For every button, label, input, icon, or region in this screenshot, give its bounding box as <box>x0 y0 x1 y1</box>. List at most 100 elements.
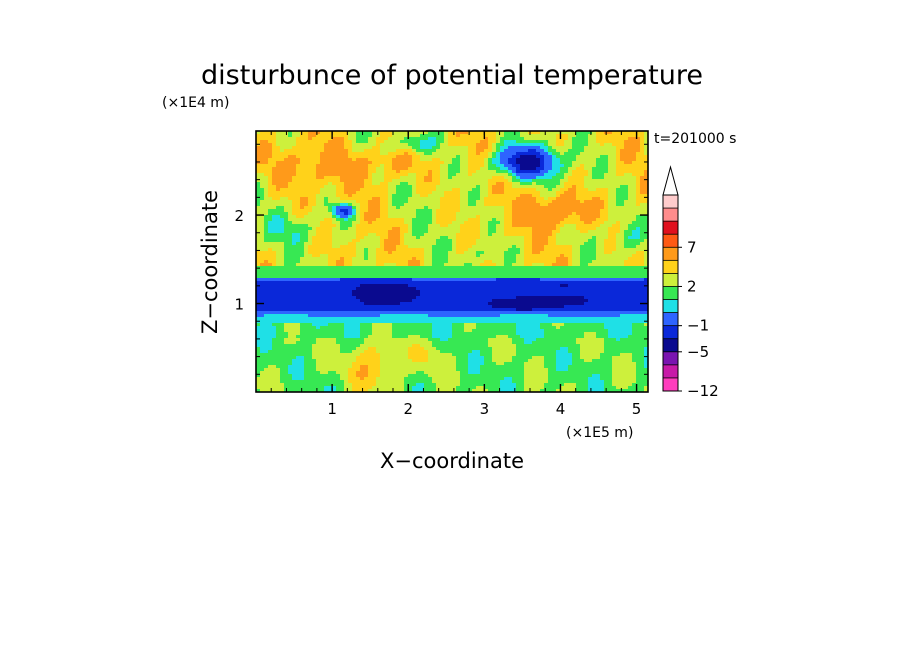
field-cell <box>440 158 445 162</box>
field-cell <box>264 158 269 162</box>
field-cell <box>632 152 637 156</box>
field-cell <box>596 197 601 201</box>
field-cell <box>348 275 353 279</box>
field-cell <box>296 245 301 249</box>
field-cell <box>256 272 261 276</box>
field-cell <box>620 224 625 228</box>
field-cell <box>484 269 489 273</box>
field-cell <box>460 197 465 201</box>
field-cell <box>476 275 481 279</box>
field-cell <box>568 185 573 189</box>
field-cell <box>592 275 597 279</box>
field-cell <box>304 143 309 147</box>
field-cell <box>500 146 505 150</box>
field-cell <box>612 155 617 159</box>
field-cell <box>468 233 473 237</box>
field-cell <box>520 158 525 162</box>
field-cell <box>356 161 361 165</box>
field-cell <box>272 185 277 189</box>
field-cell <box>376 215 381 219</box>
field-cell <box>436 194 441 198</box>
field-cell <box>628 188 633 192</box>
field-cell <box>348 248 353 252</box>
field-cell <box>368 209 373 213</box>
field-cell <box>636 212 641 216</box>
field-cell <box>400 251 405 255</box>
field-cell <box>536 134 541 138</box>
field-cell <box>312 251 317 255</box>
field-cell <box>520 257 525 261</box>
field-cell <box>640 149 645 153</box>
field-cell <box>304 236 309 240</box>
field-cell <box>632 140 637 144</box>
field-cell <box>308 176 313 180</box>
field-cell <box>580 161 585 165</box>
field-cell <box>372 143 377 147</box>
field-cell <box>440 146 445 150</box>
field-cell <box>532 224 537 228</box>
field-cell <box>644 185 648 189</box>
field-cell <box>384 209 389 213</box>
field-cell <box>292 266 297 270</box>
field-cell <box>548 257 553 261</box>
field-cell <box>468 134 473 138</box>
field-cell <box>472 200 477 204</box>
field-cell <box>608 251 613 255</box>
field-cell <box>380 275 385 279</box>
field-cell <box>564 170 569 174</box>
field-cell <box>256 260 261 264</box>
field-cell <box>328 179 333 183</box>
field-cell <box>484 251 489 255</box>
field-cell <box>396 200 401 204</box>
field-cell <box>292 182 297 186</box>
field-cell <box>316 269 321 273</box>
field-cell <box>580 260 585 264</box>
field-cell <box>456 269 461 273</box>
field-cell <box>352 188 357 192</box>
field-cell <box>572 233 577 237</box>
field-cell <box>620 173 625 177</box>
field-cell <box>520 173 525 177</box>
field-cell <box>620 230 625 234</box>
field-cell <box>428 188 433 192</box>
field-cell <box>644 248 648 252</box>
field-cell <box>484 272 489 276</box>
field-cell <box>368 143 373 147</box>
field-cell <box>416 188 421 192</box>
field-cell <box>292 176 297 180</box>
field-cell <box>592 248 597 252</box>
field-cell <box>344 239 349 243</box>
field-cell <box>532 197 537 201</box>
field-cell <box>324 131 329 135</box>
field-cell <box>428 254 433 258</box>
field-cell <box>568 281 573 285</box>
field-cell <box>428 176 433 180</box>
field-cell <box>588 278 593 282</box>
field-cell <box>340 248 345 252</box>
field-cell <box>360 212 365 216</box>
field-cell <box>268 194 273 198</box>
field-cell <box>492 188 497 192</box>
field-cell <box>568 137 573 141</box>
field-cell <box>380 242 385 246</box>
field-cell <box>356 215 361 219</box>
field-cell <box>324 206 329 210</box>
field-cell <box>412 134 417 138</box>
field-cell <box>636 146 641 150</box>
field-cell <box>320 131 325 135</box>
field-cell <box>256 179 261 183</box>
field-cell <box>284 182 289 186</box>
field-cell <box>504 146 509 150</box>
field-cell <box>408 140 413 144</box>
field-cell <box>380 272 385 276</box>
field-cell <box>588 131 593 135</box>
field-cell <box>284 197 289 201</box>
field-cell <box>584 146 589 150</box>
field-cell <box>364 152 369 156</box>
field-cell <box>452 140 457 144</box>
field-cell <box>460 233 465 237</box>
field-cell <box>372 194 377 198</box>
field-cell <box>432 239 437 243</box>
field-cell <box>420 140 425 144</box>
field-cell <box>560 161 565 165</box>
